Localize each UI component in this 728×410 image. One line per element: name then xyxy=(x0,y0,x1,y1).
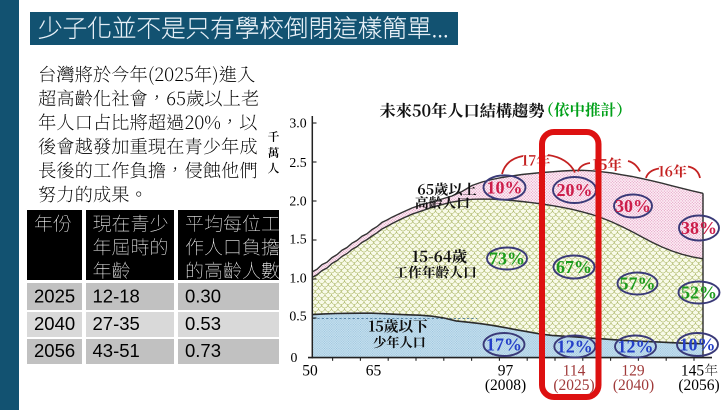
svg-text:(2008): (2008) xyxy=(485,377,526,394)
svg-text:129: 129 xyxy=(621,363,645,380)
svg-text:2.5: 2.5 xyxy=(289,155,306,170)
svg-text:50: 50 xyxy=(302,363,318,380)
svg-text:27-35: 27-35 xyxy=(93,313,140,334)
svg-text:10%: 10% xyxy=(680,335,716,355)
svg-text:43-51: 43-51 xyxy=(93,340,140,361)
svg-text:0.73: 0.73 xyxy=(185,340,221,361)
svg-text:0: 0 xyxy=(291,350,298,365)
svg-text:2040: 2040 xyxy=(34,313,75,334)
svg-text:17%: 17% xyxy=(486,335,522,355)
svg-text:1.0: 1.0 xyxy=(289,270,306,285)
svg-text:0.30: 0.30 xyxy=(185,286,221,307)
svg-text:(2056): (2056) xyxy=(678,377,719,394)
svg-text:12%: 12% xyxy=(618,337,654,357)
svg-text:145: 145 xyxy=(681,363,705,380)
svg-text:30%: 30% xyxy=(615,196,651,216)
svg-text:1.5: 1.5 xyxy=(289,232,306,247)
svg-text:0.53: 0.53 xyxy=(185,313,221,334)
svg-text:(2040): (2040) xyxy=(613,377,654,394)
svg-text:12%: 12% xyxy=(557,337,593,357)
svg-text:52%: 52% xyxy=(681,283,717,303)
svg-text:38%: 38% xyxy=(681,218,717,238)
svg-text:2056: 2056 xyxy=(34,340,75,361)
svg-text:97: 97 xyxy=(498,363,514,380)
svg-text:2025: 2025 xyxy=(34,286,75,307)
svg-text:2.0: 2.0 xyxy=(289,194,306,209)
svg-text:67%: 67% xyxy=(556,257,592,277)
svg-text:20%: 20% xyxy=(557,180,593,200)
svg-text:65: 65 xyxy=(366,363,382,380)
svg-text:(2025): (2025) xyxy=(553,377,594,394)
svg-text:73%: 73% xyxy=(489,249,525,269)
svg-text:114: 114 xyxy=(563,363,586,380)
svg-text:57%: 57% xyxy=(620,274,656,294)
svg-text:0.5: 0.5 xyxy=(289,309,306,324)
svg-text:3.0: 3.0 xyxy=(289,116,306,131)
svg-text:12-18: 12-18 xyxy=(93,286,140,307)
svg-text:10%: 10% xyxy=(487,178,523,198)
